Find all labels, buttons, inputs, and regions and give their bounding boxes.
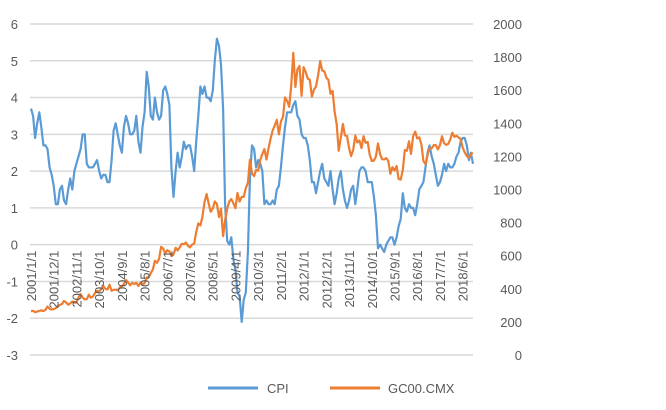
left-tick-label: -1 bbox=[6, 274, 18, 289]
x-tick-label: 2011/2/1 bbox=[274, 251, 289, 301]
x-tick-label: 2018/6/1 bbox=[456, 251, 471, 302]
left-axis-ticks: 6 5 4 3 2 1 0 -1 -2 -3 bbox=[6, 17, 18, 363]
series-line-cpi bbox=[29, 37, 475, 323]
x-tick-label: 2001/12/1 bbox=[47, 251, 62, 309]
left-tick-label: 2 bbox=[11, 164, 18, 179]
x-tick-label: 2012/12/1 bbox=[319, 251, 334, 309]
right-tick-label: 2000 bbox=[493, 17, 522, 32]
left-tick-label: 6 bbox=[11, 17, 18, 32]
series-lines bbox=[29, 37, 475, 323]
x-tick-label: 2002/11/1 bbox=[69, 251, 84, 308]
right-tick-label: 1400 bbox=[493, 116, 522, 131]
right-tick-label: 0 bbox=[515, 348, 522, 363]
x-tick-label: 2015/9/1 bbox=[388, 251, 403, 302]
x-tick-label: 2014/10/1 bbox=[365, 251, 380, 309]
left-tick-label: 1 bbox=[11, 201, 18, 216]
x-tick-label: 2017/7/1 bbox=[433, 251, 448, 302]
legend-label-gold: GC00.CMX bbox=[388, 381, 455, 396]
x-tick-label: 2008/5/1 bbox=[206, 251, 221, 302]
left-tick-label: 5 bbox=[11, 54, 18, 69]
left-tick-label: -3 bbox=[6, 348, 18, 363]
right-tick-label: 1000 bbox=[493, 183, 522, 198]
right-tick-label: 200 bbox=[500, 315, 522, 330]
x-tick-label: 2012/1/1 bbox=[297, 251, 312, 302]
x-tick-label: 2004/9/1 bbox=[115, 251, 130, 302]
x-tick-label: 2005/8/1 bbox=[138, 251, 153, 302]
left-tick-label: 0 bbox=[11, 238, 18, 253]
legend: CPI GC00.CMX bbox=[208, 381, 455, 396]
legend-label-cpi: CPI bbox=[267, 381, 289, 396]
left-tick-label: 4 bbox=[11, 91, 18, 106]
x-tick-label: 2009/4/1 bbox=[228, 251, 243, 302]
x-tick-label: 2013/11/1 bbox=[342, 251, 357, 308]
right-tick-label: 800 bbox=[500, 216, 522, 231]
x-tick-label: 2010/3/1 bbox=[251, 251, 266, 302]
right-tick-label: 1600 bbox=[493, 83, 522, 98]
x-tick-label: 2001/1/1 bbox=[24, 251, 39, 302]
x-tick-label: 2016/8/1 bbox=[410, 251, 425, 302]
x-axis-ticks: 2001/1/1 2001/12/1 2002/11/1 2003/10/1 2004/… bbox=[24, 251, 471, 309]
right-tick-label: 400 bbox=[500, 282, 522, 297]
right-tick-label: 1800 bbox=[493, 50, 522, 65]
x-tick-label: 2006/7/1 bbox=[160, 251, 175, 302]
x-tick-label: 2003/10/1 bbox=[92, 251, 107, 309]
right-tick-label: 600 bbox=[500, 249, 522, 264]
right-tick-label: 1200 bbox=[493, 149, 522, 164]
left-tick-label: 3 bbox=[11, 127, 18, 142]
left-tick-label: -2 bbox=[6, 311, 18, 326]
series-line-gold bbox=[30, 51, 474, 314]
x-tick-label: 2007/6/1 bbox=[183, 251, 198, 302]
